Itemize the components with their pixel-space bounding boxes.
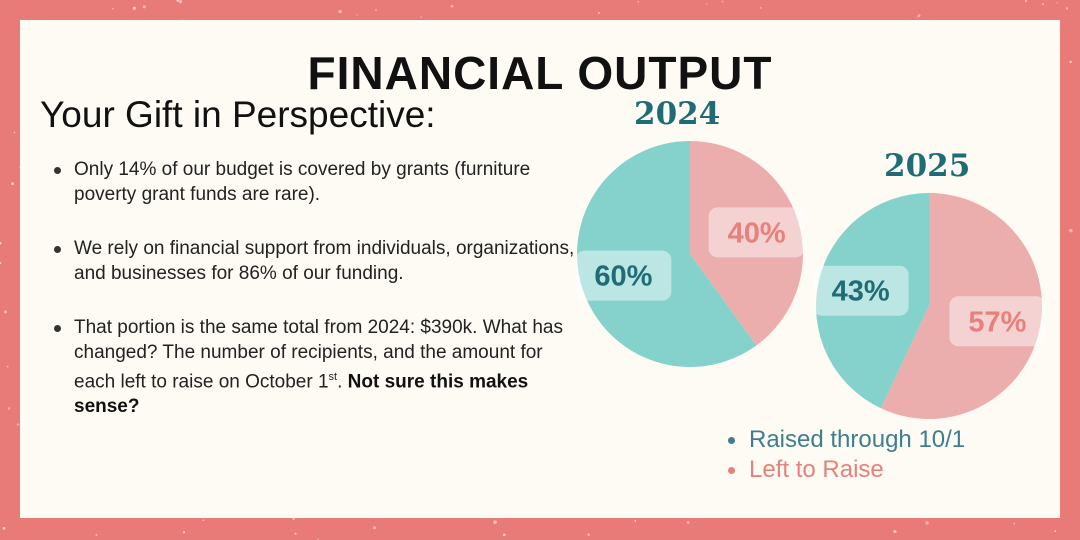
legend-dot-left [728, 466, 735, 474]
speckle-dot [2, 527, 6, 530]
speckle-dot [95, 533, 98, 537]
legend-item-left: Left to Raise [728, 455, 965, 485]
pie-2025-label-box-left [949, 296, 1046, 347]
section-subtitle: Your Gift in Perspective: [40, 94, 436, 135]
legend-item-raised: Raised through 10/1 [728, 425, 965, 455]
ordinal-suffix: st [328, 371, 338, 383]
speckle-dot [0, 261, 2, 265]
bullet-portion-separator: . [337, 371, 348, 393]
speckle-dot [1013, 522, 1015, 525]
bullet-portion-text: That portion is the same total from 2024… [74, 317, 563, 393]
speckle-dot [686, 520, 690, 524]
speckle-dot [13, 131, 16, 134]
speckle-dot [597, 12, 600, 14]
pie-2024-value-raised: 60% [594, 261, 652, 293]
pie-2024-slice-raised [577, 141, 757, 367]
speckle-dot [132, 6, 136, 10]
speckle-dot [893, 530, 897, 534]
speckle-dot [112, 7, 114, 10]
bullet-portion: That portion is the same total from 2024… [54, 316, 584, 419]
speckle-dot [6, 365, 9, 368]
bullet-support: We rely on financial support from indivi… [54, 237, 584, 286]
pie-2025-label-box-raised [812, 265, 909, 316]
speckle-dot [721, 0, 724, 3]
pie-2025-slice-left [880, 193, 1042, 419]
chart-2024-title: 2024 [634, 96, 721, 132]
speckle-dot [450, 4, 454, 8]
bullet-grants: Only 14% of our budget is covered by gra… [54, 158, 584, 207]
pie-2025-value-left: 57% [968, 306, 1026, 338]
pie-2024-slice-left [690, 141, 803, 346]
chart-legend: Raised through 10/1 Left to Raise [728, 425, 965, 485]
legend-dot-raised [728, 436, 735, 444]
page-title: FINANCIAL OUTPUT [307, 47, 773, 99]
speckle-dot [917, 14, 921, 17]
speckle-dot [356, 14, 358, 16]
chart-2025-title: 2025 [884, 148, 971, 184]
speckle-dot [420, 16, 423, 18]
speckle-dot [634, 520, 637, 522]
speckle-dot [372, 526, 377, 530]
speckle-dot [1069, 228, 1073, 233]
speckle-dot [292, 517, 295, 520]
speckle-dot [0, 241, 2, 245]
pie-2025-slice-raised [816, 193, 929, 409]
speckle-dot [16, 423, 20, 426]
speckle-dot [178, 0, 183, 4]
pie-2024-value-left: 40% [728, 217, 786, 249]
speckle-dot [1056, 2, 1059, 4]
speckle-dot [925, 521, 929, 525]
speckle-dot [1054, 530, 1057, 533]
speckle-dot [142, 5, 146, 9]
speckle-dot [493, 520, 497, 524]
speckle-dot [338, 9, 342, 14]
speckle-dot [176, 0, 180, 2]
speckle-dot [7, 407, 11, 410]
speckle-dot [1069, 60, 1072, 64]
pie-2024-label-box-raised [575, 250, 672, 301]
speckle-dot [202, 519, 205, 522]
speckle-dot [706, 3, 708, 5]
bullet-portion-question: Not sure this makes sense? [74, 371, 529, 417]
speckle-dot [1025, 0, 1027, 2]
speckle-dot [1041, 3, 1045, 6]
bullet-list: Only 14% of our budget is covered by gra… [54, 158, 584, 449]
speckle-dot [182, 531, 186, 534]
speckle-dot [502, 533, 506, 537]
pie-2025-value-raised: 43% [832, 276, 890, 308]
speckle-dot [3, 310, 8, 314]
pie-2024-label-box-left [708, 207, 805, 258]
legend-label-left: Left to Raise [749, 456, 884, 483]
speckle-dot [587, 533, 591, 536]
speckle-dot [11, 182, 14, 186]
speckle-dot [294, 532, 297, 535]
legend-label-raised: Raised through 10/1 [749, 426, 966, 453]
speckle-dot [1065, 7, 1069, 10]
speckle-dot [760, 7, 762, 9]
speckle-dot [637, 0, 640, 3]
speckle-dot [917, 16, 919, 18]
speckle-dot [375, 8, 377, 11]
